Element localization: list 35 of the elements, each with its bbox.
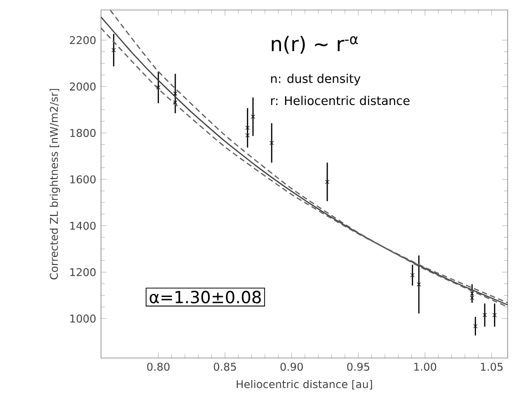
point xyxy=(325,180,330,184)
y-tick-label: 2000 xyxy=(70,82,96,91)
annotation: n: dust density xyxy=(271,74,360,86)
x-tick-label: 0.95 xyxy=(347,362,370,371)
point xyxy=(250,114,256,119)
annotation: α=1.30±0.08 xyxy=(150,290,261,304)
point xyxy=(173,100,178,105)
y-tick-label: 2200 xyxy=(70,36,96,44)
point xyxy=(470,291,474,296)
point xyxy=(156,85,160,90)
x-tick-label: 0.80 xyxy=(147,362,170,371)
point xyxy=(473,324,478,328)
point xyxy=(492,312,497,318)
x-tick-label: 0.90 xyxy=(280,362,303,371)
y-axis-title: Corrected ZL brightness [nW/m2/sr] xyxy=(50,88,60,280)
y-tick-label: 1000 xyxy=(70,314,96,323)
point xyxy=(270,140,274,146)
x-tick-label: 0.85 xyxy=(214,362,236,371)
point xyxy=(173,91,178,96)
x-tick-label: 1.05 xyxy=(480,362,503,371)
y-tick-label: 1400 xyxy=(70,222,96,230)
y-tick-label: 1800 xyxy=(70,128,96,137)
point xyxy=(470,296,474,300)
point xyxy=(482,312,487,318)
x-axis-title: Heliocentric distance [au] xyxy=(236,380,372,390)
y-tick-label: 1200 xyxy=(70,268,96,276)
point xyxy=(410,273,415,278)
x-tick-label: 1.00 xyxy=(414,362,436,371)
point xyxy=(416,282,422,287)
point xyxy=(245,126,250,130)
y-tick-label: 1600 xyxy=(70,175,96,184)
point xyxy=(245,133,250,138)
point xyxy=(112,48,116,52)
annotation: r: Heliocentric distance xyxy=(271,96,410,106)
annotation: n(r) ~ r$^{-α}$ xyxy=(272,36,358,54)
